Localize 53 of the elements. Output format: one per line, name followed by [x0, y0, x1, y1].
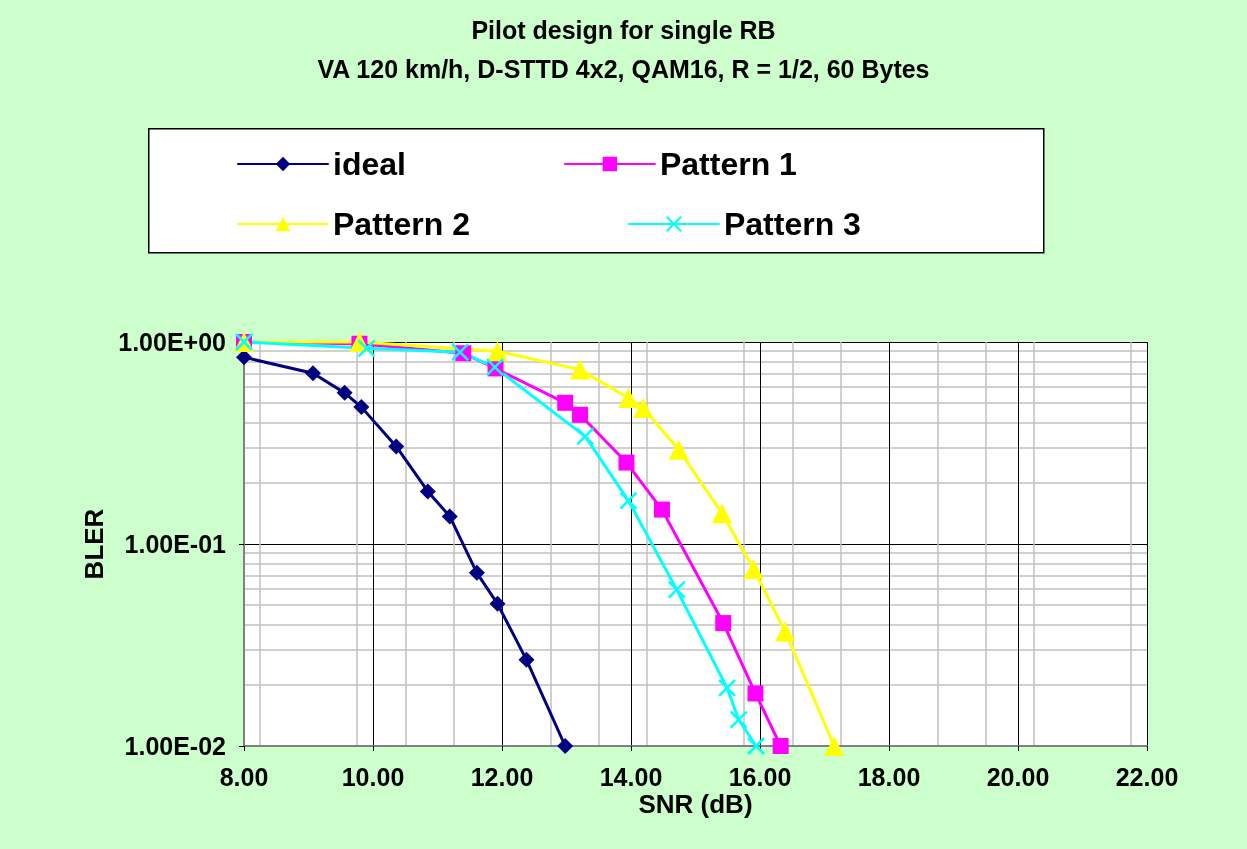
- chart-title: Pilot design for single RB: [471, 15, 776, 44]
- x-tick-label: 20.00: [986, 762, 1050, 791]
- legend-label: ideal: [333, 146, 406, 182]
- point: [747, 685, 764, 702]
- point: [419, 483, 436, 500]
- point: [575, 427, 595, 446]
- legend-label: Pattern 3: [723, 206, 861, 242]
- x-axis-title: SNR (dB): [638, 789, 753, 819]
- point: [353, 399, 370, 416]
- point: [729, 710, 748, 729]
- y-tick-label: 1.00E-01: [124, 530, 227, 558]
- point: [305, 365, 322, 382]
- chart-subtitle: VA 120 km/h, D-STTD 4x2, QAM16, R = 1/2, 60 Bytes: [317, 54, 930, 83]
- y-tick-label: 1.00E+00: [118, 328, 226, 356]
- point: [667, 580, 687, 599]
- point: [557, 738, 574, 754]
- point: [468, 564, 485, 581]
- point: [336, 384, 353, 401]
- point: [357, 339, 376, 358]
- y-axis-title: BLER: [79, 508, 110, 580]
- point: [715, 615, 732, 632]
- point: [441, 508, 458, 525]
- x-tick-label: 22.00: [1115, 762, 1179, 791]
- point: [743, 559, 764, 579]
- point: [518, 651, 535, 668]
- point: [824, 736, 845, 756]
- point: [746, 736, 766, 756]
- point: [633, 398, 654, 419]
- point: [489, 595, 506, 612]
- y-tick-label: 1.00E-02: [124, 732, 226, 760]
- point: [775, 621, 796, 642]
- point: [772, 738, 789, 754]
- point: [618, 454, 635, 471]
- point: [450, 342, 470, 362]
- point: [570, 359, 591, 380]
- point: [717, 678, 737, 698]
- point: [487, 341, 508, 362]
- point: [653, 501, 670, 518]
- point: [668, 439, 689, 460]
- point: [572, 406, 589, 423]
- point: [557, 394, 574, 411]
- point: [388, 438, 405, 455]
- x-tick-label: 18.00: [857, 762, 921, 791]
- x-tick-label: 10.00: [341, 762, 405, 791]
- legend-label: Pattern 2: [333, 206, 470, 242]
- x-tick-label: 8.00: [219, 762, 269, 791]
- x-tick-label: 12.00: [470, 762, 534, 791]
- point: [618, 388, 639, 409]
- point: [619, 491, 638, 510]
- point: [711, 503, 732, 524]
- x-tick-label: 16.00: [728, 762, 792, 791]
- legend-label: Pattern 1: [659, 146, 797, 182]
- x-tick-label: 14.00: [599, 762, 663, 791]
